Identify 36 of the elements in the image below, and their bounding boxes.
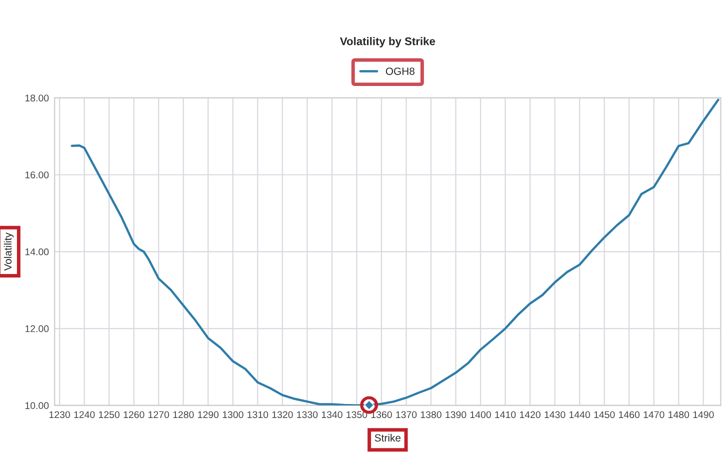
x-tick-label: 1380 [420, 411, 442, 418]
x-tick-label: 1320 [272, 411, 293, 418]
x-tick-label: 1270 [148, 411, 170, 418]
x-axis-title: Strike [374, 434, 401, 442]
x-tick-label: 1290 [198, 411, 219, 418]
x-tick-label: 1390 [446, 411, 466, 418]
y-tick-label: 16.00 [25, 171, 49, 178]
x-tick-label: 1300 [222, 411, 244, 418]
x-tick-label: 1280 [173, 411, 194, 418]
x-tick-label: 1400 [470, 411, 491, 418]
x-tick-label: 1240 [74, 411, 95, 418]
x-tick-label: 1450 [594, 411, 615, 418]
x-tick-label: 1470 [644, 411, 664, 418]
y-tick-label: 18.00 [25, 94, 49, 102]
x-tick-label: 1430 [544, 411, 566, 418]
y-tick-label: 10.00 [25, 402, 49, 410]
x-tick-label: 1440 [570, 411, 590, 418]
x-tick-label: 1310 [248, 411, 268, 418]
legend-label: OGH8 [386, 68, 414, 75]
y-tick-label: 12.00 [25, 325, 49, 332]
x-tick-label: 1330 [297, 411, 318, 418]
x-tick-label: 1480 [668, 411, 690, 418]
chart-title: Volatility by Strike [340, 37, 436, 48]
y-tick-label: 14.00 [25, 248, 49, 256]
x-tick-label: 1250 [99, 411, 120, 418]
x-tick-label: 1260 [124, 411, 144, 418]
x-tick-label: 1230 [49, 411, 70, 418]
x-tick-label: 1490 [693, 411, 714, 418]
x-tick-label: 1410 [495, 411, 516, 418]
x-tick-label: 1350 [346, 411, 368, 418]
y-axis-title: Volatility [4, 232, 14, 271]
x-tick-label: 1360 [371, 411, 392, 418]
x-tick-label: 1420 [520, 411, 540, 418]
x-tick-label: 1460 [619, 411, 640, 418]
x-tick-label: 1340 [322, 411, 342, 418]
x-tick-label: 1370 [396, 411, 417, 418]
